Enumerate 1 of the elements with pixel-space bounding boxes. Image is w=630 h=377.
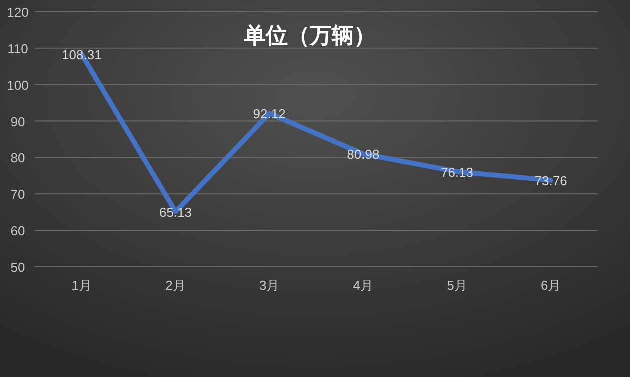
title: 单位（万辆） (244, 23, 376, 48)
